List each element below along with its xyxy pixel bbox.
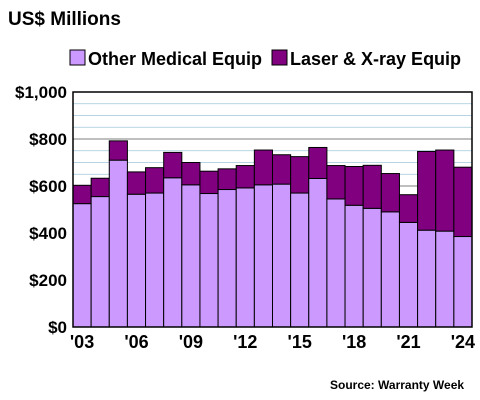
y-tick-label: $200 [29,271,67,290]
bar-other-medical-2003 [72,203,92,328]
bar-laser-xray-2012 [235,165,255,189]
bar-laser-xray-2017 [326,165,346,200]
x-tick-label: '15 [288,332,312,352]
y-tick-label: $0 [48,318,67,337]
bar-other-medical-2005 [108,159,128,328]
bar-laser-xray-2022 [417,150,437,231]
x-tick-label: '09 [179,332,203,352]
bar-laser-xray-2003 [72,184,92,205]
bar-laser-xray-2023 [435,149,455,232]
y-tick-label: $1,000 [15,83,67,102]
y-tick-label: $600 [29,177,67,196]
bar-other-medical-2023 [435,230,455,328]
bar-laser-xray-2016 [308,146,328,179]
legend-label-laser-xray: Laser & X-ray Equip [290,49,461,69]
bars [72,140,473,328]
bar-other-medical-2007 [145,192,165,328]
bar-laser-xray-2020 [380,173,400,213]
plot-border [72,91,473,328]
chart-title: US$ Millions [8,9,121,30]
x-tick-label: '24 [451,332,475,352]
bar-other-medical-2022 [417,229,437,328]
bar-other-medical-2015 [290,192,310,328]
bar-other-medical-2018 [344,204,364,328]
bar-laser-xray-2006 [126,171,147,195]
bar-other-medical-2020 [380,211,400,328]
x-tick-label: '12 [233,332,257,352]
legend-label-other-medical: Other Medical Equip [88,49,262,69]
bar-other-medical-2024 [453,236,473,328]
bar-laser-xray-2010 [199,170,219,195]
bar-other-medical-2011 [217,189,237,328]
x-axis-ticks: '03 '06 '09 '12 '15 '18 '21 '24 [70,332,475,352]
bar-laser-xray-2011 [217,168,237,191]
bar-other-medical-2009 [181,184,201,328]
y-tick-label: $800 [29,130,67,149]
bar-laser-xray-2013 [253,149,273,186]
plot-area: $0 $200 $400 $600 $800 $1,000 '03 '06 '09 '12 '15… [15,83,475,352]
bar-other-medical-2021 [398,221,419,328]
x-tick-label: '03 [70,332,94,352]
bar-laser-xray-2009 [181,162,201,186]
bar-laser-xray-2005 [108,140,128,161]
bar-other-medical-2019 [362,207,382,328]
bar-laser-xray-2004 [90,177,110,198]
bar-other-medical-2014 [272,183,292,328]
bar-laser-xray-2007 [145,167,165,194]
bar-laser-xray-2021 [398,194,419,223]
y-tick-label: $400 [29,224,67,243]
bar-other-medical-2016 [308,177,328,328]
y-axis-ticks: $0 $200 $400 $600 $800 $1,000 [15,83,67,337]
bar-laser-xray-2008 [163,151,183,179]
bar-other-medical-2008 [163,177,183,328]
bar-laser-xray-2014 [272,154,292,185]
bar-other-medical-2013 [253,184,273,328]
legend-swatch-laser-xray [271,49,288,66]
x-tick-label: '21 [396,332,420,352]
source-note: Source: Warranty Week [330,378,464,392]
x-tick-label: '06 [124,332,148,352]
bar-laser-xray-2018 [344,165,364,206]
bar-other-medical-2004 [90,196,110,328]
bar-laser-xray-2015 [290,156,310,194]
bar-other-medical-2017 [326,198,346,328]
legend-swatch-other-medical [69,49,86,66]
bar-other-medical-2006 [126,193,147,328]
legend: Other Medical Equip Laser & X-ray Equip [69,49,461,69]
bar-laser-xray-2019 [362,164,382,209]
bar-other-medical-2010 [199,193,219,328]
bar-other-medical-2012 [235,187,255,328]
bar-laser-xray-2024 [453,166,473,238]
x-tick-label: '18 [342,332,366,352]
